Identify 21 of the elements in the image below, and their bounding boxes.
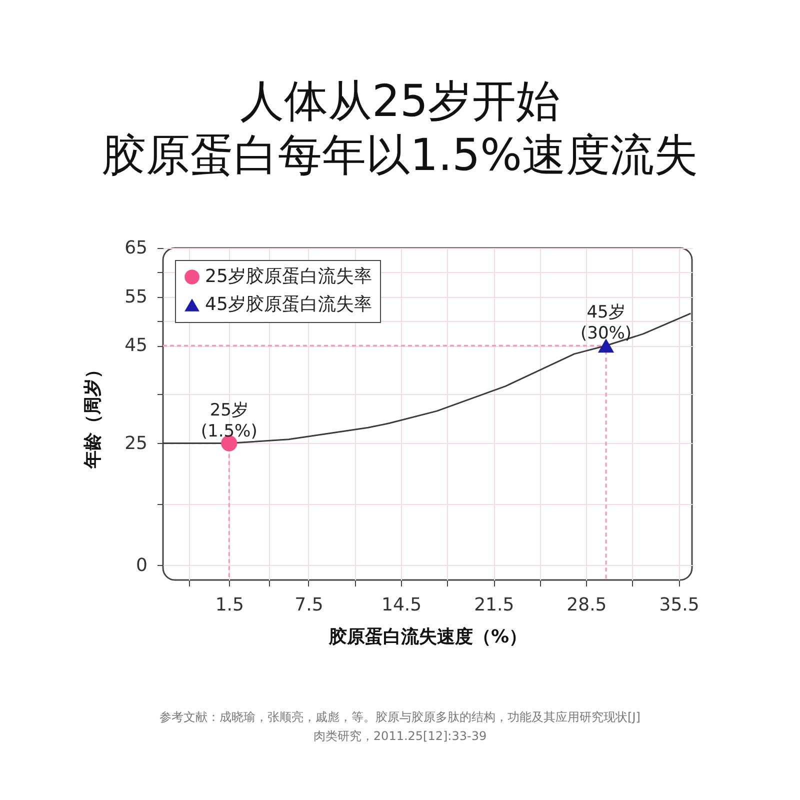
x-tick-label: 35.5 — [659, 594, 700, 616]
chart-subtitle: 胶原蛋白每年以1.5%速度流失 — [102, 130, 698, 181]
text: 肉类研究，2011.25[12]:33-39 — [313, 729, 487, 743]
text: 参考文献：成晓瑜，张顺亮，戚彪，等。胶原与胶原多肽的结构，功能及其应用研究现状[J] — [160, 710, 640, 724]
y-tick-label: 45 — [124, 335, 148, 356]
y-axis-title: 年龄（周岁） — [82, 360, 104, 470]
y-tick-label: 65 — [124, 238, 148, 258]
x-tick-label: 7.5 — [294, 594, 324, 616]
x-axis-title: 胶原蛋白流失速度（%） — [328, 626, 528, 648]
y-tick-label: 55 — [124, 286, 148, 308]
chart-title: 人体从25岁开始 — [240, 76, 560, 127]
y-tick-label: 0 — [136, 554, 148, 576]
annotation: 25岁 (1.5%) — [200, 400, 258, 442]
legend-label: 45岁胶原蛋白流失率 — [205, 294, 372, 315]
x-tick-label: 28.5 — [566, 594, 607, 616]
x-tick-label: 1.5 — [215, 594, 244, 616]
x-tick-label: 14.5 — [382, 594, 422, 616]
legend-label: 25岁胶原蛋白流失率 — [205, 266, 372, 287]
x-tick-label: 21.5 — [474, 594, 514, 616]
annotation: 45岁 (30%) — [580, 302, 632, 344]
y-tick-label: 25 — [124, 432, 148, 454]
